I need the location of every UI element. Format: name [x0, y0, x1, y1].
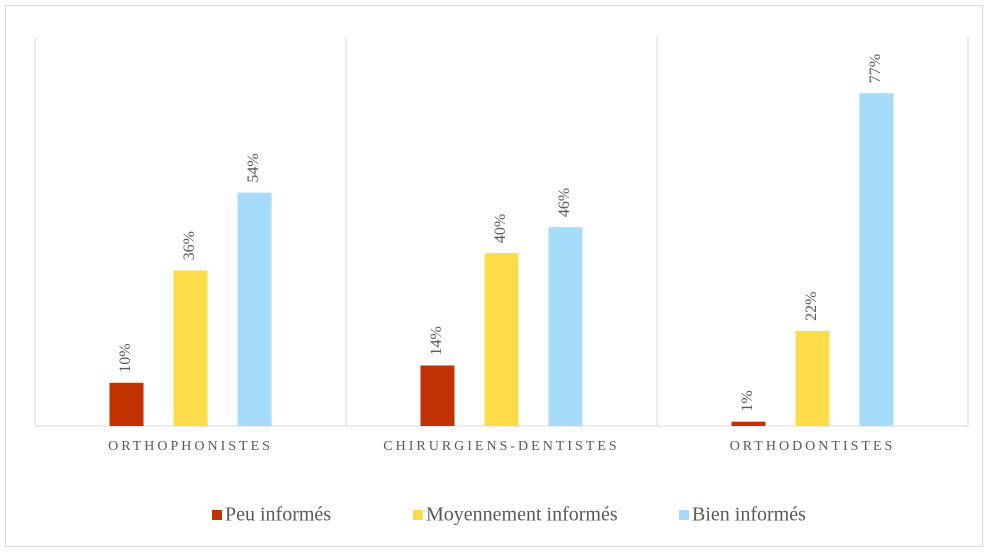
- legend-label: Peu informés: [225, 504, 331, 526]
- x-tick-label: ORTHODONTISTES: [730, 439, 896, 454]
- bar: [548, 227, 583, 426]
- data-label: 54%: [245, 153, 262, 182]
- data-label: 36%: [181, 231, 198, 260]
- bar: [420, 365, 455, 426]
- x-tick-label: ORTHOPHONISTES: [108, 439, 273, 454]
- legend-swatch: [212, 510, 222, 520]
- bar: [484, 253, 519, 426]
- bar: [173, 270, 208, 426]
- data-label: 46%: [556, 188, 573, 217]
- legend-label: Bien informés: [692, 504, 806, 526]
- data-label: 10%: [117, 343, 134, 372]
- bar: [237, 192, 272, 426]
- legend-swatch: [679, 510, 689, 520]
- bar: [859, 93, 894, 426]
- data-label: 22%: [803, 292, 820, 321]
- legend-swatch: [413, 510, 423, 520]
- data-label: 1%: [739, 390, 756, 411]
- x-tick-label: CHIRURGIENS-DENTISTES: [383, 439, 619, 454]
- data-label: 77%: [867, 54, 884, 83]
- bar: [109, 382, 144, 426]
- legend-label: Moyennement informés: [426, 504, 618, 526]
- bar: [731, 421, 766, 426]
- data-label: 40%: [492, 214, 509, 243]
- data-label: 14%: [428, 326, 445, 355]
- bar: [795, 330, 830, 426]
